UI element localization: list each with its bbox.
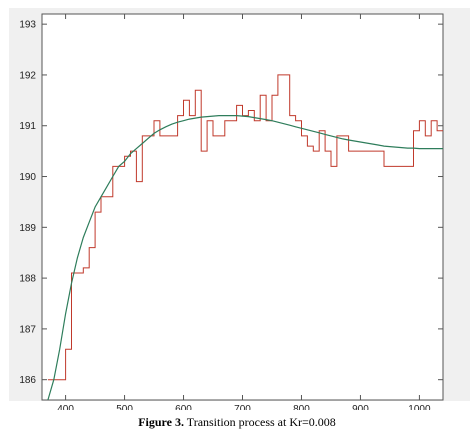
y-tick-label: 188: [19, 274, 36, 285]
x-tick-label: 900: [352, 404, 369, 410]
caption-label: Figure 3.: [138, 415, 184, 429]
axis-ticks: 400 500 600 700 800 900 1000 186 187 188 189 190 191…: [19, 14, 443, 410]
smooth-series-line: [47, 115, 443, 400]
y-tick-label: 193: [19, 20, 36, 31]
x-tick-label: 600: [175, 404, 192, 410]
y-tick-label: 191: [19, 121, 36, 132]
y-tick-label: 189: [19, 223, 36, 234]
y-tick-label: 190: [19, 172, 36, 183]
plot-area: [41, 13, 444, 401]
x-tick-label: 500: [116, 404, 133, 410]
y-tick-label: 192: [19, 70, 36, 81]
y-tick-label: 187: [19, 324, 36, 335]
x-tick-label: 400: [57, 404, 74, 410]
x-tick-label: 1000: [408, 404, 431, 410]
caption-text: Transition process at Kr=0.008: [184, 415, 336, 429]
x-tick-label: 800: [293, 404, 310, 410]
figure-caption: Figure 3. Transition process at Kr=0.008: [0, 415, 474, 430]
series-layer: [47, 74, 443, 400]
x-tick-label: 700: [234, 404, 251, 410]
y-tick-label: 186: [19, 375, 36, 386]
chart: 400 500 600 700 800 900 1000 186 187 188 189 190 191…: [19, 13, 444, 410]
